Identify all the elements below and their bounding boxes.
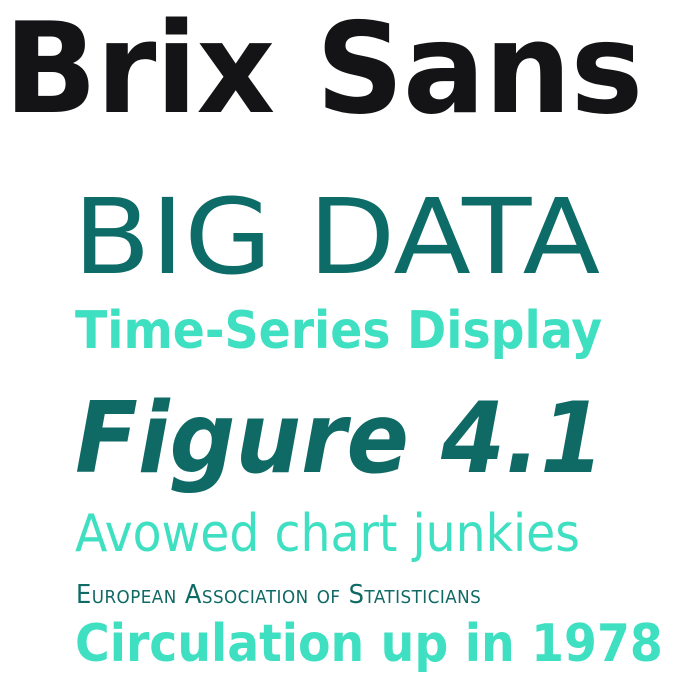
sample-avowed: Avowed chart junkies	[75, 504, 580, 564]
sample-big-data: BIG DATA	[73, 176, 601, 298]
sample-circulation: Circulation up in 1978	[75, 614, 663, 674]
font-name-title: Brix Sans	[4, 0, 643, 142]
sample-time-series: Time-Series Display	[75, 301, 603, 361]
sample-figure: Figure 4.1	[75, 382, 605, 496]
sample-association: European Association of Statisticians	[76, 580, 482, 610]
